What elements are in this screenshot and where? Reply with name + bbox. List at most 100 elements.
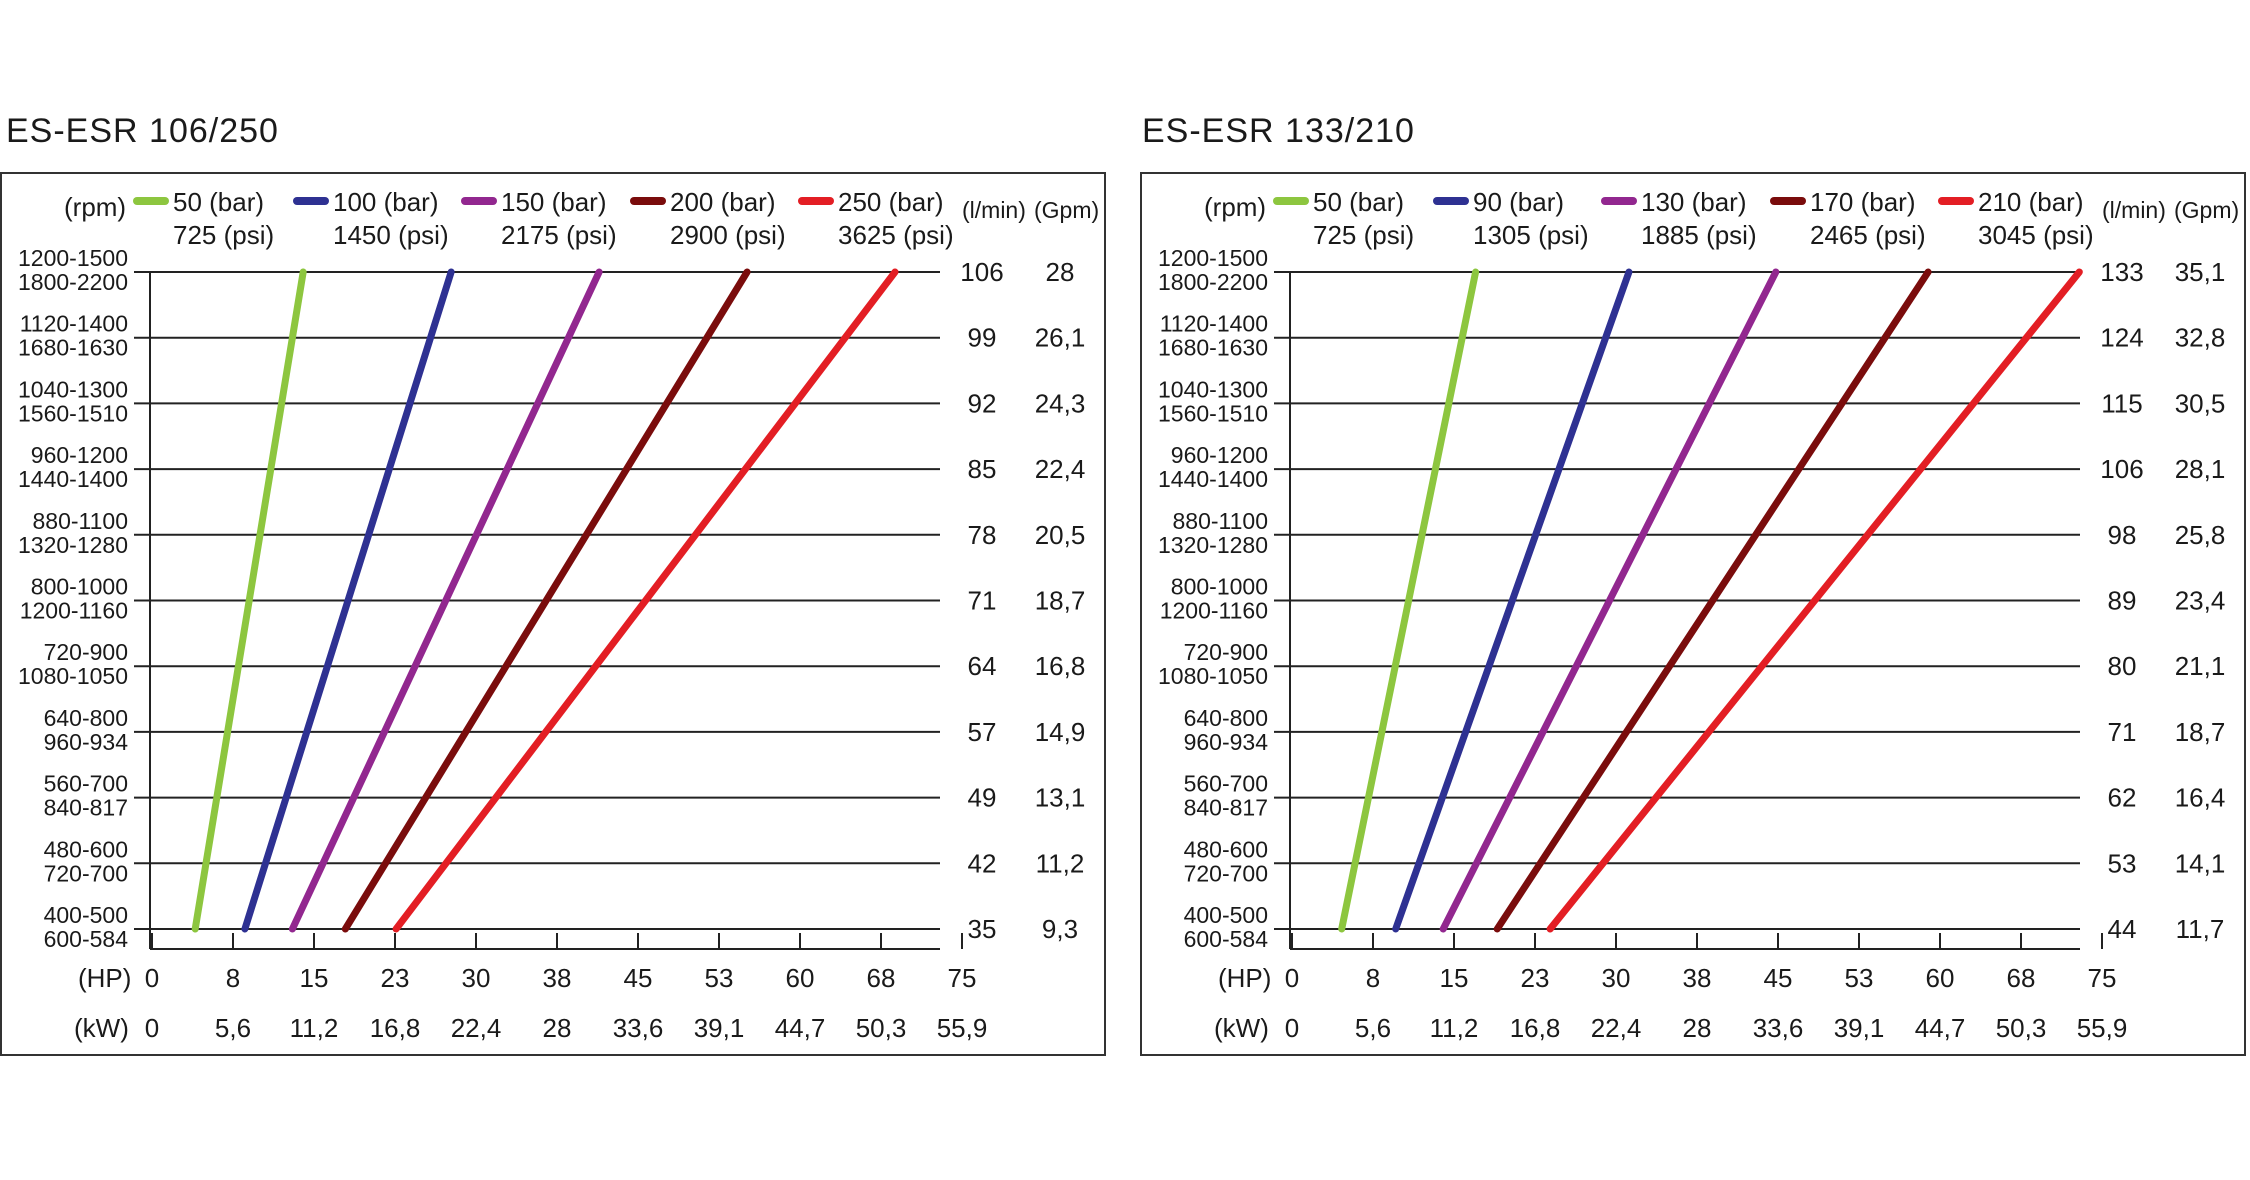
gpm-label: 22,4 (1035, 454, 1086, 484)
gpm-label: 21,1 (2175, 651, 2226, 681)
gpm-label: 13,1 (1035, 783, 1086, 813)
rpm-label: 1440-1400 (18, 466, 128, 492)
series-line (1439, 268, 1780, 933)
legend-psi-label: 1885 (psi) (1641, 220, 1757, 250)
lmin-label: 42 (968, 848, 997, 878)
kw-tick-label: 39,1 (694, 1013, 745, 1043)
kw-tick-label: 55,9 (2077, 1013, 2128, 1043)
kw-tick-label: 33,6 (1753, 1013, 1804, 1043)
rpm-label: 560-700 (1184, 771, 1268, 797)
hp-tick-label: 8 (1366, 963, 1380, 993)
lmin-label: 44 (2108, 914, 2137, 944)
gpm-label: 9,3 (1042, 914, 1078, 944)
hp-tick-label: 23 (1521, 963, 1550, 993)
kw-tick-label: 5,6 (1355, 1013, 1391, 1043)
kw-tick-label: 0 (1285, 1013, 1299, 1043)
lmin-label: 99 (968, 323, 997, 353)
hp-tick-label: 45 (624, 963, 653, 993)
gpm-label: 28,1 (2175, 454, 2226, 484)
gpm-axis-label: (Gpm) (2174, 197, 2239, 223)
gpm-label: 14,1 (2175, 848, 2226, 878)
rpm-label: 640-800 (44, 705, 128, 731)
lmin-axis-label: (l/min) (2102, 197, 2166, 223)
hp-tick-label: 68 (2007, 963, 2036, 993)
lmin-axis-label: (l/min) (962, 197, 1026, 223)
kw-tick-label: 16,8 (370, 1013, 421, 1043)
hp-tick-label: 45 (1764, 963, 1793, 993)
series-line (341, 268, 751, 933)
rpm-label: 480-600 (44, 836, 128, 862)
rpm-label: 1200-1160 (1160, 598, 1268, 624)
kw-tick-label: 55,9 (937, 1013, 988, 1043)
rpm-label: 1440-1400 (1158, 466, 1268, 492)
rpm-label: 480-600 (1184, 836, 1268, 862)
legend-psi-label: 725 (psi) (1313, 220, 1414, 250)
rpm-label: 1320-1280 (1158, 532, 1268, 558)
hp-tick-label: 8 (226, 963, 240, 993)
hp-axis-label: (HP) (78, 963, 131, 993)
rpm-label: 640-800 (1184, 705, 1268, 731)
legend-psi-label: 725 (psi) (173, 220, 274, 250)
gpm-label: 28 (1046, 257, 1075, 287)
hp-tick-label: 30 (1602, 963, 1631, 993)
gpm-label: 26,1 (1035, 323, 1086, 353)
rpm-label: 840-817 (1184, 795, 1268, 821)
rpm-label: 600-584 (1184, 926, 1269, 952)
gpm-label: 30,5 (2175, 388, 2226, 418)
hp-tick-label: 60 (1926, 963, 1955, 993)
rpm-label: 1560-1510 (1158, 400, 1268, 426)
lmin-label: 57 (968, 717, 997, 747)
lmin-label: 64 (968, 651, 997, 681)
rpm-label: 1040-1300 (1158, 376, 1268, 402)
kw-tick-label: 50,3 (856, 1013, 907, 1043)
hp-tick-label: 60 (786, 963, 815, 993)
legend-psi-label: 1305 (psi) (1473, 220, 1589, 250)
rpm-label: 560-700 (44, 771, 128, 797)
chart-title-right: ES-ESR 133/210 (1142, 112, 1415, 150)
rpm-label: 720-700 (44, 860, 128, 886)
rpm-label: 960-1200 (31, 442, 128, 468)
rpm-label: 1680-1630 (1158, 335, 1268, 361)
legend-psi-label: 3625 (psi) (838, 220, 954, 250)
kw-axis-label: (kW) (1214, 1013, 1269, 1043)
legend-psi-label: 2465 (psi) (1810, 220, 1926, 250)
lmin-label: 106 (2100, 454, 2143, 484)
kw-tick-label: 50,3 (1996, 1013, 2047, 1043)
lmin-label: 98 (2108, 520, 2137, 550)
legend-psi-label: 1450 (psi) (333, 220, 449, 250)
rpm-label: 720-700 (1184, 860, 1268, 886)
chart-panel-right: (rpm) (l/min) (Gpm) 50 (bar) 725 (psi) 90 (ba… (1140, 172, 2246, 1056)
kw-tick-label: 11,2 (290, 1013, 339, 1043)
lmin-label: 78 (968, 520, 997, 550)
legend-bar-label: 100 (bar) (333, 187, 439, 217)
rpm-label: 1080-1050 (18, 663, 128, 689)
rpm-label: 1200-1500 (1158, 245, 1268, 271)
rpm-label: 1200-1500 (18, 245, 128, 271)
chart-svg-right: (rpm) (l/min) (Gpm) 50 (bar)725 (psi) 90 (ba… (1158, 187, 2239, 1043)
kw-axis-label: (kW) (74, 1013, 129, 1043)
gpm-axis-label: (Gpm) (1034, 197, 1099, 223)
rpm-label: 1800-2200 (1158, 269, 1268, 295)
legend-bar-label: 50 (bar) (1313, 187, 1404, 217)
hp-tick-label: 30 (462, 963, 491, 993)
hp-tick-label: 38 (1683, 963, 1712, 993)
rpm-label: 840-817 (44, 795, 128, 821)
kw-tick-label: 22,4 (1591, 1013, 1642, 1043)
rpm-label: 960-1200 (1171, 442, 1268, 468)
rpm-label: 720-900 (44, 639, 128, 665)
rpm-label: 1680-1630 (18, 335, 128, 361)
lmin-label: 92 (968, 388, 997, 418)
rpm-label: 1120-1400 (1160, 311, 1268, 337)
series-line (241, 268, 455, 933)
rpm-label: 400-500 (44, 902, 128, 928)
rpm-label: 1560-1510 (18, 400, 128, 426)
hp-tick-label: 68 (867, 963, 896, 993)
series-line (191, 268, 307, 933)
lmin-label: 115 (2101, 388, 2142, 418)
hp-tick-label: 0 (1285, 963, 1299, 993)
chart-svg-left: (rpm) (l/min) (Gpm) 50 (bar)725 (psi) 100 (b… (18, 187, 1099, 1043)
legend-psi-label: 2900 (psi) (670, 220, 786, 250)
gpm-label: 14,9 (1035, 717, 1086, 747)
rpm-label: 800-1000 (31, 574, 128, 600)
gpm-label: 25,8 (2175, 520, 2226, 550)
